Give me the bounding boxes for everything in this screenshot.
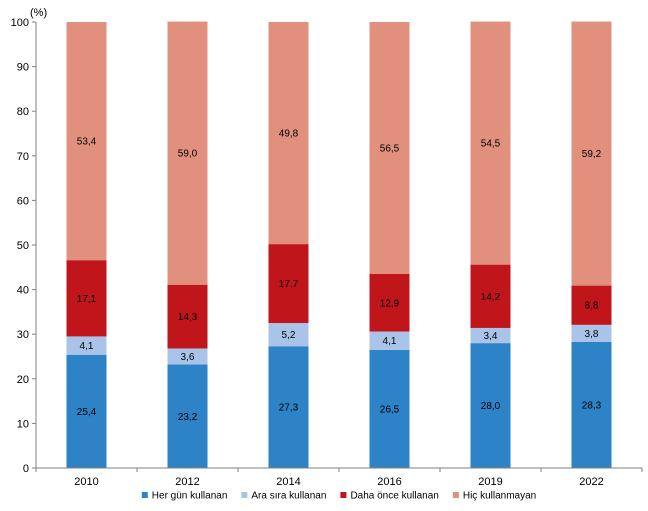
bar-segment [167,21,208,285]
data-label: 17,1 [77,294,97,305]
legend-swatch [452,492,459,498]
bar-segment [66,336,107,355]
x-tick-label: 2010 [74,476,98,488]
data-label: 49,8 [279,129,299,140]
bar-segment [66,260,107,337]
data-label: 59,2 [582,149,602,160]
data-label: 17,7 [279,279,299,290]
data-label: 4,1 [383,336,397,347]
bar-segment [571,341,612,468]
y-tick-label: 90 [17,62,29,74]
legend-swatch [141,492,148,498]
bar-segment [369,273,410,332]
bar-segment [369,331,410,350]
bar-segment [571,285,612,325]
bar-segment [167,284,208,349]
y-tick-label: 20 [17,374,29,386]
data-label: 59,0 [178,149,198,160]
x-tick-label: 2016 [377,476,401,488]
data-label: 3,6 [181,352,195,363]
data-label: 28,0 [481,401,501,412]
y-tick-label: 10 [17,418,29,430]
bar-segment [571,21,612,286]
data-label: 14,2 [481,292,501,303]
data-label: 54,5 [481,139,501,150]
bar-segment [66,354,107,468]
bar-segment [167,348,208,365]
x-tick-label: 2012 [175,476,199,488]
bar-segment [470,21,511,265]
x-tick-label: 2019 [478,476,502,488]
y-tick-label: 0 [23,463,29,475]
legend: Her gün kullanan Ara sıra kullanan Daha ön… [141,491,536,502]
bar-segment [268,244,309,324]
bar-segment [369,22,410,274]
bars-group: 25,4 4,1 17,1 53,4 23,2 3,6 14,3 59,0 27,3 5,2 17,… [66,21,612,468]
legend-swatch [340,492,347,498]
x-tick-label: 2022 [579,476,603,488]
data-label: 14,3 [178,312,198,323]
data-label: 3,8 [585,329,599,340]
data-label: 3,4 [484,331,498,342]
bar-segment [470,264,511,328]
data-label: 12,9 [380,298,400,309]
bar-segment [268,323,309,347]
legend-label: Daha önce kullanan [350,491,438,502]
legend-label: Her gün kullanan [152,491,228,502]
data-label: 23,2 [178,412,198,423]
legend-label: Ara sıra kullanan [251,491,326,502]
y-tick-label: 30 [17,329,29,341]
bar-segment [268,22,309,245]
bar-segment [268,346,309,468]
x-tick-label: 2014 [276,476,300,488]
data-label: 27,3 [279,403,299,414]
bar-segment [470,343,511,468]
bar-segment [167,364,208,468]
data-label: 28,3 [582,400,602,411]
y-tick-label: 50 [17,240,29,252]
y-tick-label: 80 [17,106,29,118]
y-tick-label: 60 [17,195,29,207]
data-label: 8,8 [585,301,599,312]
data-label: 5,2 [282,330,296,341]
axes-group: 2010 2012 2014 2016 2019 2022 0 10 20 30 40 50 60 70 8… [11,17,643,488]
y-unit-label: (%) [30,7,47,19]
bar-segment [571,324,612,342]
data-label: 53,4 [77,137,97,148]
legend-label: Hiç kullanmayan [463,491,536,502]
data-label: 26,5 [380,404,400,415]
bar-segment [66,22,107,261]
data-label: 4,1 [80,341,94,352]
data-label: 25,4 [77,407,97,418]
data-label: 56,5 [380,143,400,154]
bar-segment [470,327,511,344]
y-tick-label: 100 [11,17,29,29]
legend-swatch [241,492,248,498]
y-tick-label: 40 [17,285,29,297]
bar-segment [369,349,410,468]
y-tick-label: 70 [17,151,29,163]
